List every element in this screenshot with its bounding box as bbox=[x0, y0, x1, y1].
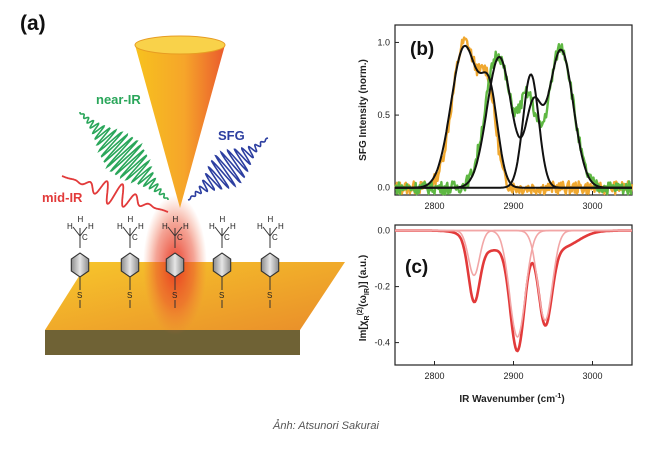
x-tick-label: 3000 bbox=[582, 201, 602, 211]
svg-text:C: C bbox=[177, 233, 183, 242]
series-line bbox=[395, 73, 632, 189]
panel-b-chart: 2800 2900 3000 0.0 0.5 1.0 (b) SFG Intensity … bbox=[358, 24, 634, 211]
panel-c-ylabel: Im[χR(2)(ωIR)] (a.u.) bbox=[357, 255, 371, 342]
svg-text:H: H bbox=[117, 222, 123, 231]
y-tick-label: 0.0 bbox=[377, 226, 390, 236]
sfg-pulse bbox=[187, 137, 269, 201]
panel-c-ticks: 2800 2900 3000 0.0 -0.2 -0.4 bbox=[374, 226, 602, 381]
panel-c-xlabel: IR Wavenumber (cm-1) bbox=[459, 393, 564, 405]
x-tick-label: 2900 bbox=[503, 371, 523, 381]
svg-text:S: S bbox=[172, 291, 177, 300]
tip-top-ellipse bbox=[134, 35, 226, 55]
x-tick-label: 2900 bbox=[503, 201, 523, 211]
svg-text:H: H bbox=[278, 222, 284, 231]
panel-a-illustration: (a) near-IR mid-IR SFG HHHCSHHHCSHHHCSHH… bbox=[20, 12, 345, 355]
near-ir-label: near-IR bbox=[96, 92, 141, 107]
svg-text:H: H bbox=[230, 222, 236, 231]
mid-ir-pulse bbox=[61, 175, 169, 213]
svg-text:C: C bbox=[82, 233, 88, 242]
y-tick-label: -0.4 bbox=[374, 338, 390, 348]
svg-text:C: C bbox=[272, 233, 278, 242]
svg-text:H: H bbox=[183, 222, 189, 231]
sfg-label: SFG bbox=[218, 128, 245, 143]
y-tick-label: 0.5 bbox=[377, 110, 390, 120]
svg-text:S: S bbox=[219, 291, 224, 300]
svg-text:H: H bbox=[257, 222, 263, 231]
svg-text:C: C bbox=[132, 233, 138, 242]
svg-text:H: H bbox=[173, 215, 179, 224]
svg-text:H: H bbox=[138, 222, 144, 231]
svg-text:S: S bbox=[77, 291, 82, 300]
svg-text:H: H bbox=[162, 222, 168, 231]
svg-text:S: S bbox=[127, 291, 132, 300]
svg-text:H: H bbox=[209, 222, 215, 231]
x-tick-label: 3000 bbox=[582, 371, 602, 381]
mid-ir-label: mid-IR bbox=[42, 190, 83, 205]
x-tick-label: 2800 bbox=[424, 201, 444, 211]
afm-tip-cone bbox=[135, 45, 225, 208]
near-ir-pulse bbox=[79, 112, 169, 200]
svg-text:H: H bbox=[88, 222, 94, 231]
panel-b-ylabel: SFG Intensity (norm.) bbox=[358, 59, 369, 161]
series-line bbox=[395, 229, 632, 277]
panel-a-label: (a) bbox=[20, 12, 46, 35]
x-tick-label: 2800 bbox=[424, 371, 444, 381]
svg-text:H: H bbox=[78, 215, 84, 224]
svg-text:C: C bbox=[224, 233, 230, 242]
y-tick-label: -0.2 bbox=[374, 282, 390, 292]
svg-text:H: H bbox=[128, 215, 134, 224]
svg-text:H: H bbox=[268, 215, 274, 224]
series-line bbox=[394, 43, 633, 196]
svg-text:S: S bbox=[267, 291, 272, 300]
y-tick-label: 1.0 bbox=[377, 37, 390, 47]
panel-c-series bbox=[394, 229, 633, 353]
panel-b-label: (b) bbox=[410, 39, 434, 60]
image-caption: Ảnh: Atsunori Sakurai bbox=[273, 420, 379, 432]
panel-c-label: (c) bbox=[405, 257, 428, 278]
svg-text:H: H bbox=[220, 215, 226, 224]
svg-text:H: H bbox=[67, 222, 73, 231]
substrate-side bbox=[45, 330, 300, 355]
panel-b-series bbox=[393, 36, 634, 196]
y-tick-label: 0.0 bbox=[377, 183, 390, 193]
panel-c-chart: 2800 2900 3000 0.0 -0.2 -0.4 (c) Im[χR(2)(ωIR… bbox=[357, 224, 633, 405]
